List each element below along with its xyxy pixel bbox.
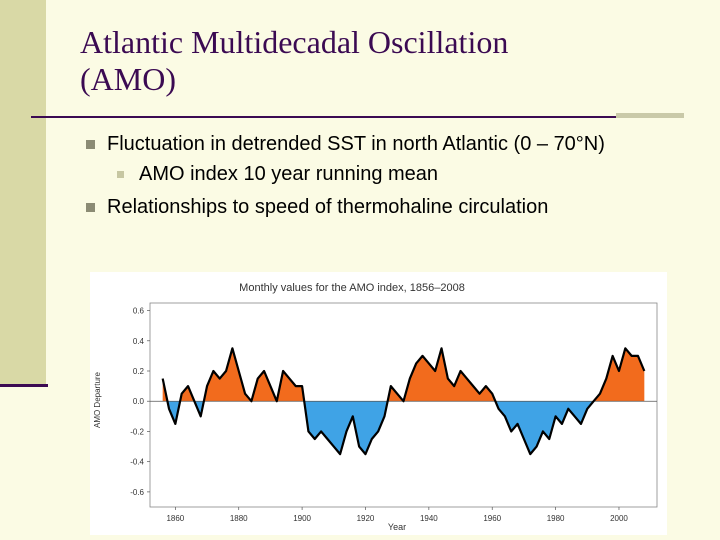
x-tick-label: 1960 xyxy=(483,514,501,523)
y-tick-label: 0.0 xyxy=(133,397,145,406)
y-tick-label: -0.6 xyxy=(130,488,144,497)
negative-area xyxy=(167,401,594,455)
bullet-square-icon xyxy=(117,171,124,178)
bullet-square-icon xyxy=(86,203,95,212)
x-tick-label: 2000 xyxy=(610,514,628,523)
y-tick-label: 0.4 xyxy=(133,337,145,346)
title-underline-accent xyxy=(616,113,684,118)
x-tick-label: 1900 xyxy=(293,514,311,523)
x-tick-label: 1940 xyxy=(420,514,438,523)
title-underline xyxy=(31,116,616,118)
y-axis-label: AMO Departure xyxy=(93,371,102,428)
y-tick-label: -0.2 xyxy=(130,427,144,436)
sub-bullet-item: AMO index 10 year running mean xyxy=(117,162,686,187)
bullet-square-icon xyxy=(86,140,95,149)
slide-title-line-2: (AMO) xyxy=(80,61,176,97)
running-mean-line xyxy=(161,347,646,456)
plot-frame xyxy=(149,302,658,508)
x-tick-label: 1880 xyxy=(230,514,248,523)
amo-chart-panel: Monthly values for the AMO index, 1856–2… xyxy=(90,272,667,535)
positive-area xyxy=(162,348,645,402)
amo-chart: Monthly values for the AMO index, 1856–2… xyxy=(93,282,658,532)
bullet-text: Fluctuation in detrended SST in north At… xyxy=(107,133,605,155)
chart-title: Monthly values for the AMO index, 1856–2… xyxy=(239,282,465,294)
decorative-side-line xyxy=(0,384,48,387)
bullet-text: Relationships to speed of thermohaline c… xyxy=(107,196,549,218)
bullet-item: Relationships to speed of thermohaline c… xyxy=(86,195,686,220)
x-tick-label: 1860 xyxy=(166,514,184,523)
y-tick-label: 0.2 xyxy=(133,367,145,376)
x-tick-label: 1920 xyxy=(357,514,375,523)
slide-title-line-1: Atlantic Multidecadal Oscillation xyxy=(80,24,509,60)
x-axis-label: Year xyxy=(388,522,406,532)
decorative-side-band xyxy=(0,0,46,385)
bullet-item: Fluctuation in detrended SST in north At… xyxy=(86,132,686,157)
sub-bullet-text: AMO index 10 year running mean xyxy=(139,163,439,185)
x-tick-label: 1980 xyxy=(547,514,565,523)
y-tick-label: 0.6 xyxy=(133,307,145,316)
slide-title: Atlantic Multidecadal Oscillation (AMO) xyxy=(80,24,508,98)
y-tick-label: -0.4 xyxy=(130,458,144,467)
bullet-list: Fluctuation in detrended SST in north At… xyxy=(86,132,686,220)
